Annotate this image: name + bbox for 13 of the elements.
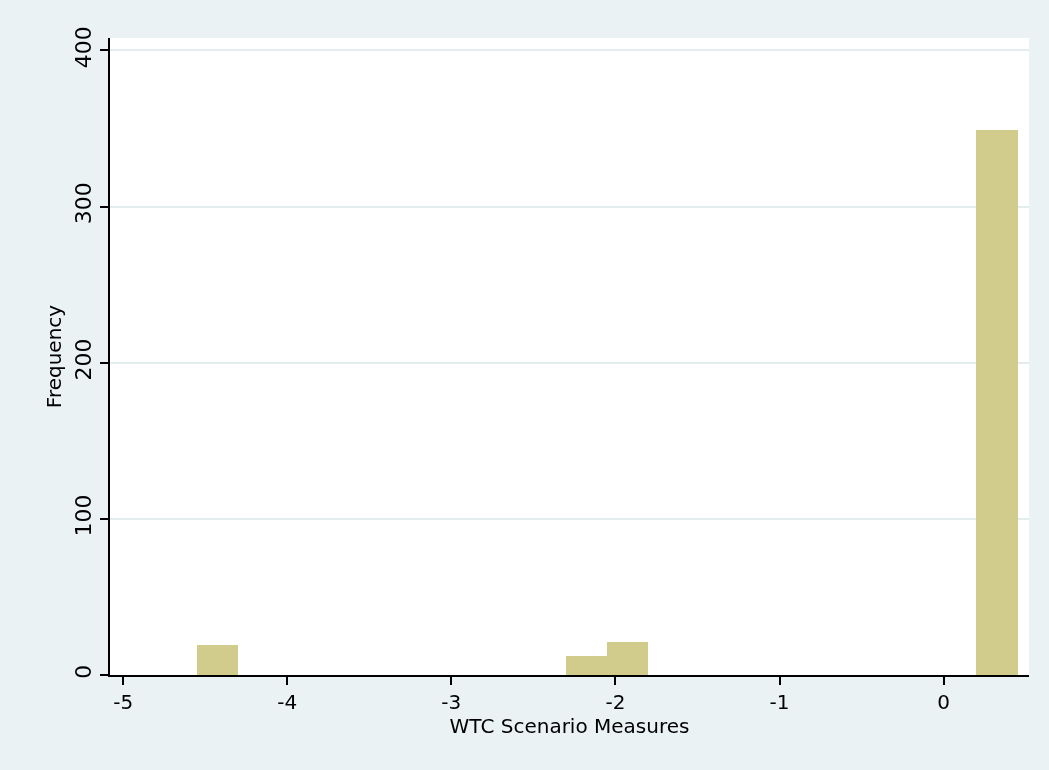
y-tick-label: 0 xyxy=(71,664,97,679)
y-tick-label: 400 xyxy=(71,26,97,69)
y-axis-title: Frequency xyxy=(42,304,67,409)
x-tick-label: -5 xyxy=(113,690,134,714)
x-tick-label: -3 xyxy=(441,690,462,714)
x-tick-label: -2 xyxy=(605,690,626,714)
y-tick-label: 100 xyxy=(71,494,97,537)
x-axis-title: WTC Scenario Measures xyxy=(449,714,690,738)
x-tick-label: -1 xyxy=(769,690,790,714)
x-tick-label: 0 xyxy=(937,690,951,714)
y-tick-label: 300 xyxy=(71,182,97,225)
y-tick-label: 200 xyxy=(71,338,97,381)
x-tick-label: -4 xyxy=(277,690,298,714)
